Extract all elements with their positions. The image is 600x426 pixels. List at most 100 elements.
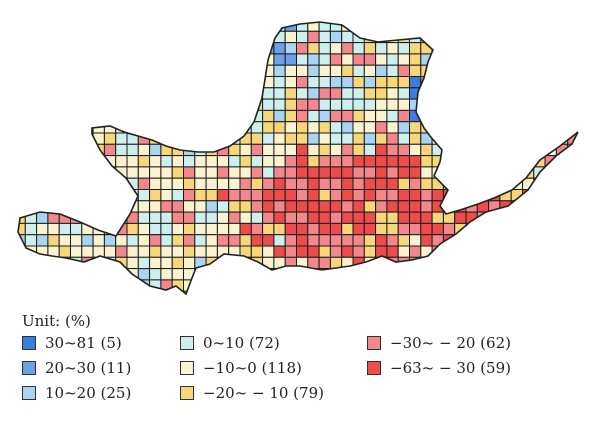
grid-cell: [476, 189, 490, 202]
grid-cell: [510, 87, 524, 100]
grid-cell: [533, 98, 546, 111]
grid-cell: [544, 200, 557, 213]
grid-cell: [58, 279, 72, 292]
grid-cell: [115, 98, 128, 111]
grid-cell: [262, 109, 275, 123]
grid-cell: [341, 279, 354, 292]
grid-cell: [510, 143, 524, 157]
grid-cell: [307, 132, 320, 145]
grid-cell: [296, 64, 309, 77]
grid-cell: [70, 22, 83, 32]
grid-cell: [58, 30, 72, 44]
grid-cell: [126, 166, 139, 179]
grid-cell: [329, 211, 343, 224]
grid-cell: [454, 76, 467, 89]
grid-cell: [307, 87, 320, 100]
grid-cell: [375, 143, 388, 157]
grid-cell: [92, 234, 105, 247]
grid-cell: [442, 64, 456, 77]
grid-cell: [205, 189, 218, 202]
grid-cell: [329, 121, 343, 134]
grid-cell: [228, 98, 241, 111]
grid-cell: [420, 132, 433, 145]
grid-cell: [375, 177, 388, 190]
grid-cell: [160, 87, 173, 100]
grid-cell: [307, 53, 320, 66]
grid-cell: [250, 177, 264, 190]
grid-cell: [522, 42, 535, 55]
grid-cell: [442, 279, 456, 292]
grid-cell: [352, 132, 365, 145]
grid-cell: [544, 121, 557, 134]
grid-cell: [522, 222, 535, 236]
grid-cell: [137, 177, 151, 190]
grid-cell: [555, 64, 569, 77]
grid-cell: [386, 64, 399, 77]
grid-cell: [420, 200, 433, 213]
grid-cell: [307, 268, 320, 281]
grid-cell: [386, 279, 399, 292]
grid-cell: [544, 279, 557, 292]
grid-cell: [183, 200, 196, 213]
grid-cell: [228, 87, 241, 100]
grid-cell: [409, 290, 422, 294]
grid-cell: [499, 132, 512, 145]
grid-cell: [183, 53, 196, 66]
grid-cell: [409, 132, 422, 145]
grid-cell: [431, 245, 444, 258]
grid-cell: [431, 132, 444, 145]
grid-cell: [431, 189, 444, 202]
grid-cell: [216, 98, 230, 111]
legend-swatch: [22, 336, 36, 350]
grid-cell: [567, 87, 578, 100]
grid-cell: [318, 256, 331, 270]
grid-cell: [70, 155, 83, 168]
grid-cell: [307, 121, 320, 134]
grid-cell: [431, 109, 444, 123]
grid-cell: [160, 290, 173, 294]
grid-cell: [194, 279, 207, 292]
grid-cell: [262, 177, 275, 190]
grid-cell: [284, 222, 298, 236]
grid-cell: [149, 30, 162, 44]
grid-cell: [171, 245, 184, 258]
legend-swatch: [22, 361, 36, 375]
grid-cell: [510, 290, 524, 294]
grid-cell: [465, 76, 478, 89]
grid-cell: [442, 53, 456, 66]
grid-cell: [465, 121, 478, 134]
grid-cell: [92, 256, 105, 270]
grid-cell: [36, 76, 49, 89]
grid-cell: [296, 211, 309, 224]
grid-cell: [262, 64, 275, 77]
grid-cell: [341, 132, 354, 145]
grid-cell: [149, 222, 162, 236]
grid-cell: [70, 53, 83, 66]
grid-cell: [137, 245, 151, 258]
grid-cell: [499, 155, 512, 168]
grid-cell: [92, 211, 105, 224]
grid-cell: [194, 268, 207, 281]
grid-cell: [171, 211, 184, 224]
grid-cell: [352, 155, 365, 168]
grid-cell: [409, 155, 422, 168]
grid-cell: [454, 42, 467, 55]
grid-cell: [160, 64, 173, 77]
grid-cell: [409, 30, 422, 44]
grid-cell: [18, 30, 26, 44]
grid-cell: [352, 290, 365, 294]
grid-cell: [273, 76, 286, 89]
grid-cell: [92, 290, 105, 294]
grid-cell: [386, 234, 399, 247]
grid-cell: [363, 64, 377, 77]
grid-cell: [544, 211, 557, 224]
grid-cell: [307, 200, 320, 213]
grid-cell: [533, 245, 546, 258]
grid-cell: [363, 234, 377, 247]
grid-cell: [70, 177, 83, 190]
grid-cell: [24, 22, 38, 32]
grid-cell: [341, 76, 354, 89]
grid-cell: [18, 290, 26, 294]
grid-cell: [510, 64, 524, 77]
grid-cell: [284, 268, 298, 281]
